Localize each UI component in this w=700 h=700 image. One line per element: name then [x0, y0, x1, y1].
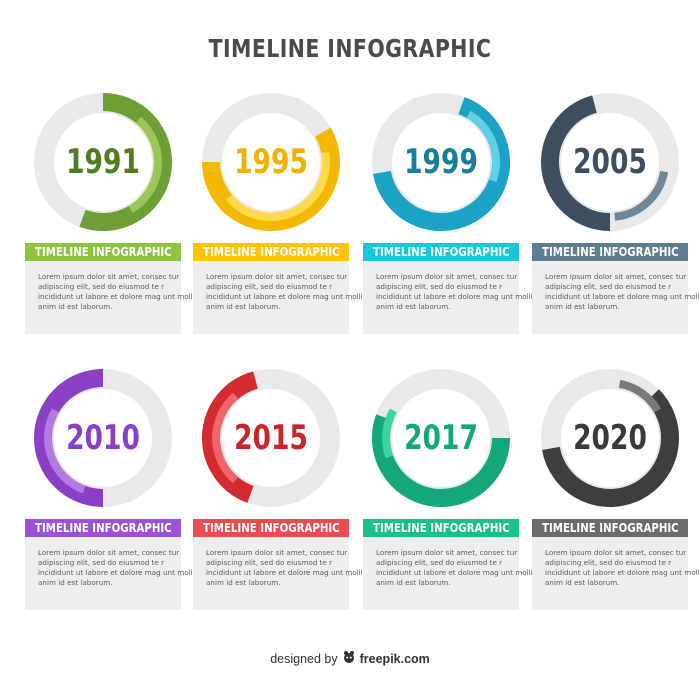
progress-ring	[363, 92, 519, 248]
card-description-panel: Lorem ipsum dolor sit amet, consec tur a…	[363, 537, 535, 610]
ring-arc-light	[466, 110, 500, 183]
ring-center	[222, 389, 320, 487]
year-label: 1999	[404, 142, 478, 182]
year-label: 2020	[573, 418, 647, 458]
card-description-panel: Lorem ipsum dolor sit amet, consec tur a…	[25, 537, 197, 610]
ring-arc-dark	[79, 93, 172, 231]
year-label: 1995	[234, 142, 308, 182]
progress-ring	[363, 368, 519, 524]
progress-ring	[25, 368, 181, 524]
card-heading-banner: TIMELINE INFOGRAPHIC	[193, 519, 349, 537]
credit-prefix: designed by	[270, 651, 338, 666]
card-heading-banner: TIMELINE INFOGRAPHIC	[193, 243, 349, 261]
card-heading-banner: TIMELINE INFOGRAPHIC	[532, 243, 688, 261]
card-description: Lorem ipsum dolor sit amet, consec tur a…	[376, 548, 536, 587]
ring-arc-dark	[372, 414, 510, 507]
card-heading: TIMELINE INFOGRAPHIC	[202, 245, 340, 259]
card-heading: TIMELINE INFOGRAPHIC	[541, 245, 679, 259]
ring-center	[54, 389, 152, 487]
ring-center	[561, 113, 659, 211]
year-label: 1991	[66, 142, 140, 182]
card-description-panel: Lorem ipsum dolor sit amet, consec tur a…	[532, 537, 700, 610]
credit-brand: freepik.com	[359, 651, 430, 666]
ring-arc-light	[618, 379, 662, 413]
ring-arc-dark	[542, 389, 679, 507]
progress-ring	[25, 92, 181, 248]
freepik-logo-icon	[342, 650, 356, 667]
card-heading-banner: TIMELINE INFOGRAPHIC	[25, 519, 181, 537]
card-heading: TIMELINE INFOGRAPHIC	[372, 245, 510, 259]
card-heading: TIMELINE INFOGRAPHIC	[202, 521, 340, 535]
ring-arc-light	[382, 408, 397, 459]
ring-arc-dark	[202, 371, 259, 503]
ring-arc-light	[614, 170, 669, 221]
card-description-panel: Lorem ipsum dolor sit amet, consec tur a…	[363, 261, 535, 334]
ring-center	[392, 113, 490, 211]
card-description: Lorem ipsum dolor sit amet, consec tur a…	[545, 272, 700, 311]
progress-ring	[193, 368, 349, 524]
card-description-panel: Lorem ipsum dolor sit amet, consec tur a…	[532, 261, 700, 334]
year-label: 2005	[573, 142, 647, 182]
card-description: Lorem ipsum dolor sit amet, consec tur a…	[206, 548, 366, 587]
card-heading: TIMELINE INFOGRAPHIC	[34, 521, 172, 535]
card-heading-banner: TIMELINE INFOGRAPHIC	[363, 519, 519, 537]
card-description-panel: Lorem ipsum dolor sit amet, consec tur a…	[25, 261, 197, 334]
card-heading: TIMELINE INFOGRAPHIC	[34, 245, 172, 259]
ring-arc-light	[44, 408, 86, 494]
ring-center	[561, 389, 659, 487]
ring-arc-light	[128, 116, 162, 214]
card-description: Lorem ipsum dolor sit amet, consec tur a…	[206, 272, 366, 311]
ring-arc-light	[212, 392, 239, 484]
card-description: Lorem ipsum dolor sit amet, consec tur a…	[38, 272, 198, 311]
card-heading-banner: TIMELINE INFOGRAPHIC	[25, 243, 181, 261]
card-heading-banner: TIMELINE INFOGRAPHIC	[363, 243, 519, 261]
ring-arc-light	[225, 151, 330, 221]
ring-arc-dark	[541, 95, 611, 231]
card-heading: TIMELINE INFOGRAPHIC	[541, 521, 679, 535]
ring-center	[54, 113, 152, 211]
card-heading-banner: TIMELINE INFOGRAPHIC	[532, 519, 688, 537]
progress-ring	[532, 368, 688, 524]
card-description-panel: Lorem ipsum dolor sit amet, consec tur a…	[193, 537, 365, 610]
credit-line: designed by freepik.com	[0, 650, 700, 667]
page-title: TIMELINE INFOGRAPHIC	[208, 34, 492, 63]
card-heading: TIMELINE INFOGRAPHIC	[372, 521, 510, 535]
card-description: Lorem ipsum dolor sit amet, consec tur a…	[545, 548, 700, 587]
ring-arc-dark	[202, 127, 340, 231]
year-label: 2015	[234, 418, 308, 458]
ring-arc-dark	[373, 97, 510, 231]
progress-ring	[532, 92, 688, 248]
card-description-panel: Lorem ipsum dolor sit amet, consec tur a…	[193, 261, 365, 334]
card-description: Lorem ipsum dolor sit amet, consec tur a…	[376, 272, 536, 311]
ring-arc-dark	[34, 369, 104, 507]
progress-ring	[193, 92, 349, 248]
year-label: 2017	[404, 418, 478, 458]
ring-center	[392, 389, 490, 487]
card-description: Lorem ipsum dolor sit amet, consec tur a…	[38, 548, 198, 587]
ring-center	[222, 113, 320, 211]
year-label: 2010	[66, 418, 140, 458]
